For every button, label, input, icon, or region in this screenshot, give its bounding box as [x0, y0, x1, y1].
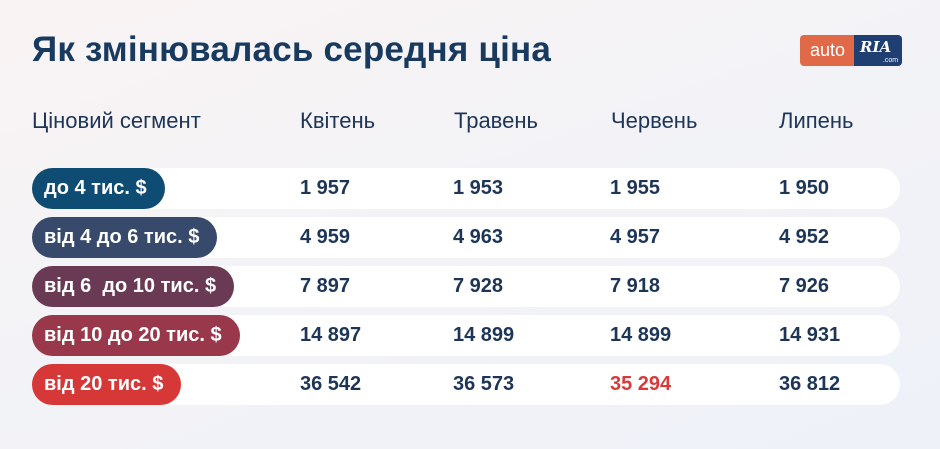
value-april: 4 959 [300, 226, 351, 248]
value-july: 36 812 [779, 373, 841, 395]
value-june: 4 957 [610, 226, 661, 248]
value-may: 36 573 [453, 373, 515, 395]
segment-pill: до 4 тис. $ [32, 168, 165, 209]
value-april: 36 542 [300, 373, 362, 395]
segment-pill: від 10 до 20 тис. $ [32, 315, 240, 356]
table-row: від 4 до 6 тис. $ 4 959 4 963 4 957 4 95… [32, 217, 900, 258]
segment-pill: від 6 до 10 тис. $ [32, 266, 235, 307]
header-june: Червень [611, 108, 698, 133]
logo-com-text: .com [882, 57, 899, 64]
value-june: 1 955 [610, 177, 661, 199]
autoria-logo: auto RIA .com [800, 35, 903, 66]
header-segment: Ціновий сегмент [32, 108, 201, 133]
value-april: 1 957 [300, 177, 351, 199]
value-june: 14 899 [610, 324, 672, 346]
value-july: 14 931 [779, 324, 841, 346]
logo-auto-part: auto [800, 35, 855, 66]
table-row: від 10 до 20 тис. $ 14 897 14 899 14 899… [32, 315, 900, 356]
value-april: 7 897 [300, 275, 351, 297]
segment-pill: від 20 тис. $ [32, 364, 182, 405]
header-april: Квітень [300, 108, 376, 133]
value-may: 4 963 [453, 226, 504, 248]
value-june: 7 918 [610, 275, 661, 297]
table-row: до 4 тис. $ 1 957 1 953 1 955 1 950 [32, 168, 900, 209]
value-july: 4 952 [779, 226, 830, 248]
value-may: 1 953 [453, 177, 504, 199]
logo-ria-part: RIA .com [854, 35, 903, 66]
logo-ria-text: RIA [860, 38, 892, 56]
value-july: 7 926 [779, 275, 830, 297]
value-july: 1 950 [779, 177, 830, 199]
page-title: Як змінювалась середня ціна [32, 30, 552, 69]
table-row: від 20 тис. $ 36 542 36 573 35 294 36 81… [32, 364, 900, 405]
value-april: 14 897 [300, 324, 362, 346]
value-june: 35 294 [610, 373, 672, 395]
segment-pill: від 4 до 6 тис. $ [32, 217, 218, 258]
table-row: від 6 до 10 тис. $ 7 897 7 928 7 918 7 9… [32, 266, 900, 307]
header-july: Липень [779, 108, 854, 133]
header-may: Травень [454, 108, 538, 133]
value-may: 14 899 [453, 324, 515, 346]
value-may: 7 928 [453, 275, 504, 297]
